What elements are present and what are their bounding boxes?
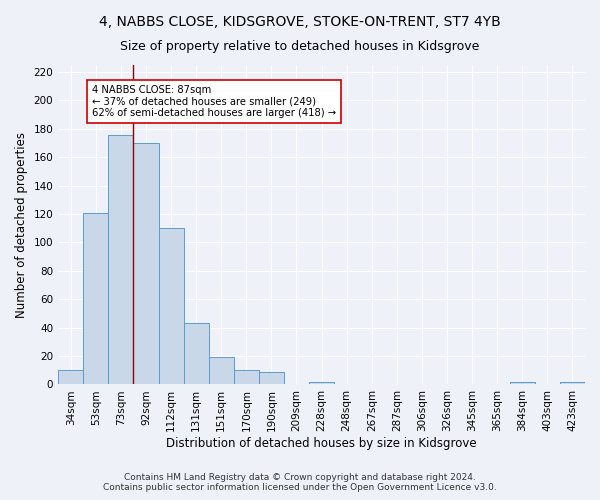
Bar	[184, 324, 209, 384]
Text: Size of property relative to detached houses in Kidsgrove: Size of property relative to detached ho…	[121, 40, 479, 53]
Bar	[109, 134, 133, 384]
Text: 4, NABBS CLOSE, KIDSGROVE, STOKE-ON-TRENT, ST7 4YB: 4, NABBS CLOSE, KIDSGROVE, STOKE-ON-TREN…	[99, 15, 501, 29]
Bar	[309, 382, 334, 384]
X-axis label: Distribution of detached houses by size in Kidsgrove: Distribution of detached houses by size …	[166, 437, 477, 450]
Bar	[234, 370, 259, 384]
Bar	[133, 143, 158, 384]
Bar	[259, 372, 284, 384]
Bar	[560, 382, 585, 384]
Bar	[83, 212, 109, 384]
Text: 4 NABBS CLOSE: 87sqm
← 37% of detached houses are smaller (249)
62% of semi-deta: 4 NABBS CLOSE: 87sqm ← 37% of detached h…	[92, 85, 336, 118]
Text: Contains HM Land Registry data © Crown copyright and database right 2024.
Contai: Contains HM Land Registry data © Crown c…	[103, 473, 497, 492]
Bar	[510, 382, 535, 384]
Bar	[58, 370, 83, 384]
Bar	[209, 358, 234, 384]
Y-axis label: Number of detached properties: Number of detached properties	[15, 132, 28, 318]
Bar	[158, 228, 184, 384]
